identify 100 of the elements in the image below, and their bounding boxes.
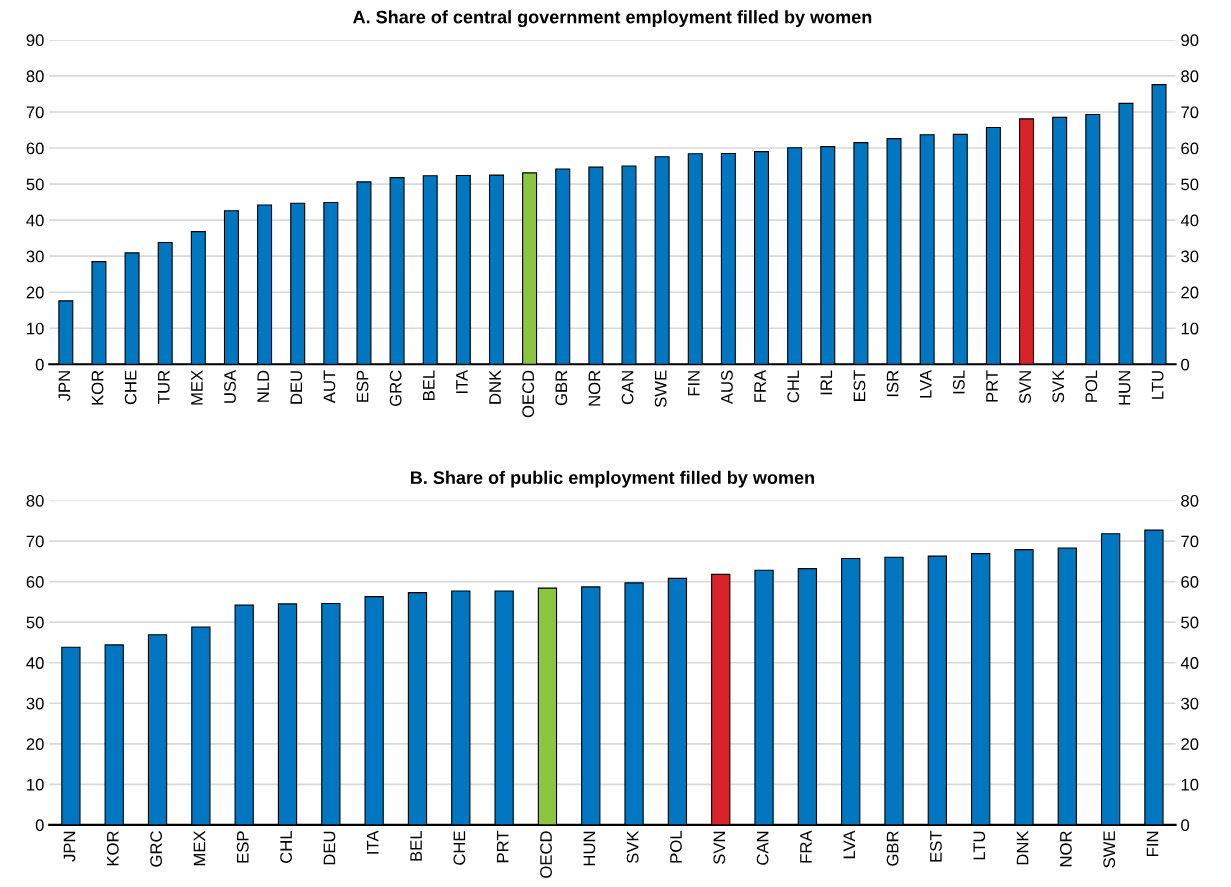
- x-tick-label: CAN: [621, 371, 634, 405]
- y2-tick-label: 70: [1181, 535, 1199, 548]
- x-tick-label: HUN: [583, 831, 596, 866]
- x-tick-label: CHL: [787, 370, 800, 403]
- y2-tick-label: 0: [1181, 819, 1190, 832]
- y-tick-label: 50: [26, 616, 44, 629]
- x-tick-label: SWE: [654, 370, 667, 408]
- x-tick-label: ITA: [456, 369, 468, 394]
- x-tick-label: FRA: [800, 830, 812, 863]
- x-tick-label: ISR: [886, 370, 899, 397]
- x-tick-label: OECD: [522, 370, 535, 418]
- y-tick-label: 60: [26, 576, 44, 588]
- x-tick-label: FIN: [688, 371, 700, 396]
- x-tick-label: LVA: [919, 369, 932, 398]
- y2-tick-label: 90: [1181, 34, 1199, 47]
- x-tick-label: USA: [224, 369, 236, 403]
- x-tick-label: JPN: [58, 371, 71, 402]
- x-tick-label: DNK: [489, 370, 501, 404]
- y-tick-label: 10: [27, 778, 44, 791]
- y-tick-label: 20: [26, 738, 44, 751]
- x-tick-label: NOR: [1059, 831, 1072, 867]
- x-tick-label: POL: [1085, 370, 1098, 402]
- y2-tick-label: 60: [1181, 142, 1199, 155]
- y2-tick-label: 10: [1181, 778, 1199, 791]
- x-tick-label: GBR: [555, 370, 568, 406]
- x-tick-label: JPN: [63, 831, 76, 862]
- x-tick-label: BEL: [410, 831, 422, 861]
- x-tick-label: KOR: [106, 831, 119, 866]
- x-tick-label: SWE: [1103, 831, 1116, 868]
- x-tick-label: NLD: [257, 370, 269, 402]
- y-tick-label: 90: [26, 34, 44, 47]
- x-tick-label: IRL: [820, 370, 833, 395]
- x-tick-label: POL: [670, 831, 682, 863]
- y-tick-label: 80: [26, 70, 44, 83]
- x-tick-label: GBR: [886, 831, 899, 866]
- y-tick-label: 10: [27, 322, 44, 335]
- y2-tick-label: 40: [1180, 214, 1199, 227]
- x-tick-label: CHE: [124, 370, 137, 405]
- y-tick-label: 20: [26, 286, 44, 299]
- x-tick-label: HUN: [1118, 371, 1131, 405]
- x-tick-label: DEU: [290, 371, 303, 404]
- x-tick-label: CAN: [756, 831, 769, 865]
- y2-tick-label: 40: [1180, 657, 1199, 669]
- x-tick-label: BEL: [423, 370, 435, 400]
- y-tick-label: 0: [35, 819, 44, 832]
- x-tick-label: SVK: [1052, 370, 1065, 403]
- chart-title: A. Share of central government employment filled by women: [353, 10, 872, 28]
- x-tick-label: AUS: [721, 370, 733, 405]
- x-tick-label: GRC: [150, 831, 163, 867]
- x-tick-label: OECD: [540, 831, 552, 878]
- x-tick-label: SVN: [1019, 371, 1031, 404]
- x-tick-label: PRT: [986, 370, 998, 402]
- y2-tick-label: 60: [1181, 576, 1199, 588]
- x-tick-label: FRA: [754, 369, 766, 402]
- y-tick-label: 60: [26, 142, 44, 155]
- y-tick-label: 30: [26, 250, 44, 263]
- x-tick-label: LVA: [843, 830, 855, 859]
- x-tick-label: MEX: [193, 830, 206, 866]
- y-tick-label: 40: [26, 214, 44, 227]
- y2-tick-label: 20: [1181, 286, 1199, 299]
- x-tick-label: GRC: [389, 370, 402, 407]
- y2-tick-label: 0: [1181, 358, 1190, 371]
- chart-title: B. Share of public employment filled by women: [410, 470, 814, 488]
- y-tick-label: 70: [26, 535, 44, 548]
- y2-tick-label: 80: [1181, 494, 1199, 507]
- y2-tick-label: 30: [1181, 250, 1199, 263]
- x-tick-label: FIN: [1146, 831, 1159, 856]
- y2-tick-label: 80: [1181, 70, 1199, 83]
- y2-tick-label: 50: [1181, 616, 1199, 629]
- y-tick-label: 70: [26, 106, 44, 119]
- x-tick-label: ESP: [356, 370, 369, 402]
- y2-tick-label: 70: [1181, 106, 1199, 119]
- x-tick-label: EST: [930, 830, 942, 862]
- x-tick-label: TUR: [158, 370, 170, 404]
- x-tick-label: ITA: [367, 830, 379, 854]
- x-tick-label: PRT: [496, 830, 509, 863]
- x-tick-label: CHE: [453, 831, 466, 865]
- x-tick-label: ESP: [236, 831, 249, 863]
- y-tick-label: 40: [26, 657, 44, 669]
- x-tick-label: MEX: [191, 370, 203, 405]
- y2-tick-label: 30: [1181, 697, 1199, 710]
- y-tick-label: 0: [35, 358, 44, 371]
- x-tick-label: SVK: [626, 830, 639, 864]
- x-tick-label: DEU: [323, 831, 336, 865]
- x-tick-label: DNK: [1016, 830, 1029, 865]
- y-tick-label: 80: [26, 494, 44, 507]
- y2-tick-label: 20: [1181, 738, 1199, 751]
- x-tick-label: SVN: [713, 831, 726, 864]
- x-tick-label: CHL: [280, 831, 292, 863]
- x-tick-label: KOR: [91, 370, 104, 405]
- x-tick-label: AUT: [323, 370, 336, 404]
- y-tick-label: 50: [26, 178, 44, 191]
- x-tick-label: EST: [853, 370, 866, 401]
- x-tick-label: ISL: [952, 370, 965, 394]
- x-tick-label: NOR: [588, 370, 601, 406]
- y2-tick-label: 10: [1181, 322, 1199, 335]
- x-tick-label: LTU: [973, 831, 986, 860]
- y2-tick-label: 50: [1181, 178, 1199, 191]
- y-tick-label: 30: [26, 697, 44, 710]
- x-tick-label: LTU: [1151, 371, 1164, 399]
